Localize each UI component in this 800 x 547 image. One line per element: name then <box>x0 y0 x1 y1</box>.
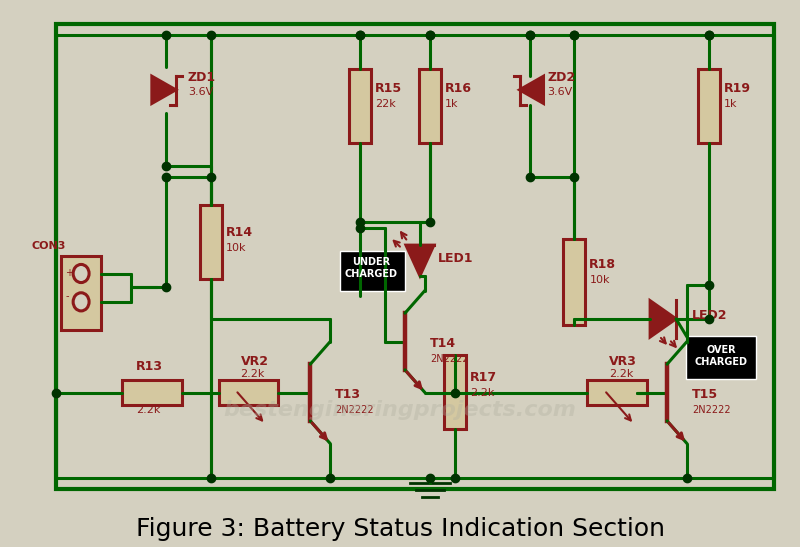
Text: UNDER
CHARGED: UNDER CHARGED <box>345 257 398 278</box>
Text: 2.2k: 2.2k <box>241 369 265 379</box>
Polygon shape <box>152 76 176 103</box>
Text: R16: R16 <box>445 82 472 95</box>
Bar <box>698 69 720 143</box>
Text: 3.6V: 3.6V <box>547 88 573 97</box>
Polygon shape <box>519 76 543 103</box>
Text: ZD2: ZD2 <box>547 71 576 84</box>
Polygon shape <box>650 301 676 337</box>
Text: LED1: LED1 <box>438 252 474 265</box>
Text: 2.2k: 2.2k <box>136 405 160 415</box>
Text: 2N2222: 2N2222 <box>335 405 374 415</box>
Text: T15: T15 <box>692 388 718 401</box>
Circle shape <box>73 264 89 283</box>
Text: T13: T13 <box>335 388 362 401</box>
Text: 2.2k: 2.2k <box>610 369 634 379</box>
Text: 1k: 1k <box>724 99 738 109</box>
Text: ZD1: ZD1 <box>188 71 216 84</box>
Polygon shape <box>406 245 434 276</box>
Text: T14: T14 <box>430 337 456 350</box>
Bar <box>218 380 278 405</box>
Text: 10k: 10k <box>226 243 246 253</box>
Text: CON3: CON3 <box>31 241 66 251</box>
Text: 2N2222: 2N2222 <box>692 405 730 415</box>
Bar <box>340 251 405 290</box>
Text: R17: R17 <box>470 371 497 384</box>
Text: 2N2222: 2N2222 <box>430 354 469 364</box>
Bar <box>444 355 466 429</box>
Text: R15: R15 <box>375 82 402 95</box>
Text: 3.6V: 3.6V <box>188 88 213 97</box>
Bar <box>587 380 647 405</box>
Text: LED2: LED2 <box>692 309 727 322</box>
Circle shape <box>73 293 89 311</box>
Text: R13: R13 <box>136 360 163 373</box>
Text: Figure 3: Battery Status Indication Section: Figure 3: Battery Status Indication Sect… <box>135 516 665 540</box>
Bar <box>563 240 586 324</box>
Bar <box>686 336 756 379</box>
Bar <box>122 380 182 405</box>
Text: R19: R19 <box>724 82 751 95</box>
Text: bestengineringprojects.com: bestengineringprojects.com <box>223 399 577 420</box>
Bar <box>61 257 101 330</box>
Bar <box>200 206 222 279</box>
Text: VR3: VR3 <box>610 356 637 368</box>
Text: OVER
CHARGED: OVER CHARGED <box>694 346 747 367</box>
Text: +: + <box>65 268 73 278</box>
Text: -: - <box>65 292 69 301</box>
Text: 10k: 10k <box>590 275 610 284</box>
Bar <box>349 69 371 143</box>
Text: 1k: 1k <box>445 99 458 109</box>
Text: 22k: 22k <box>375 99 396 109</box>
Text: R14: R14 <box>226 226 253 239</box>
Text: 2.2k: 2.2k <box>470 388 494 398</box>
Bar <box>56 24 774 489</box>
Text: R18: R18 <box>590 258 616 271</box>
Bar <box>419 69 441 143</box>
Text: VR2: VR2 <box>241 356 269 368</box>
